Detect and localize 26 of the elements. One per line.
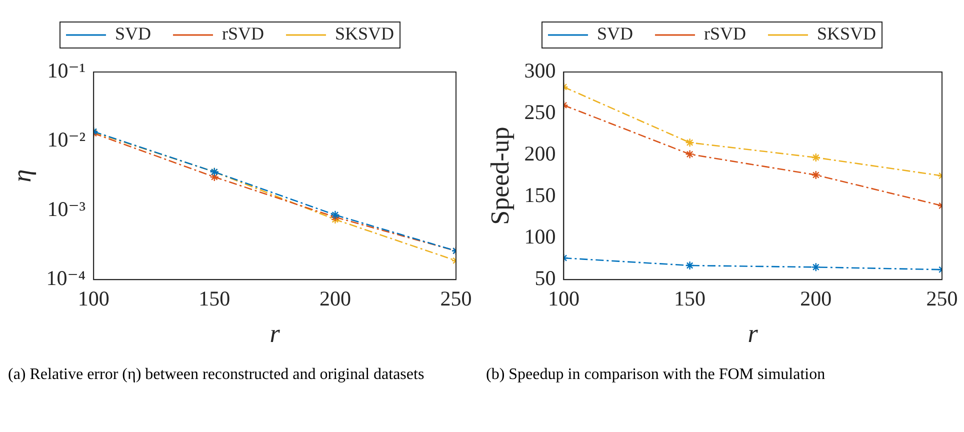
x-tick-label: 250 [440,286,472,311]
x-axis-title: r [270,319,281,348]
y-axis-title: η [7,169,36,182]
x-tick-label: 200 [800,286,832,311]
x-axis-title: r [748,319,759,348]
text: (b) Speedup in comparison with the FOM simulation [485,365,826,385]
x-tick-label: 150 [674,286,706,311]
legend-label: SVD [114,24,151,44]
x-tick-label: 150 [198,286,230,311]
y-tick-label: 250 [524,100,556,124]
legend-label: rSVD [704,24,746,44]
legend-label: SKSVD [334,24,394,44]
y-axis-title: Speed-up [485,126,514,225]
y-tick-label: 150 [524,183,556,208]
y-tick-label: 10⁻² [47,128,86,152]
y-tick-label: 100 [524,224,556,249]
legend-label: SVD [596,24,633,44]
y-tick-label: 10⁻³ [47,196,86,221]
text: (a) Relative error (η) between reconstructed and original datasets [7,365,426,385]
legend-label: rSVD [222,24,264,44]
y-tick-label: 200 [524,142,556,166]
x-tick-label: 200 [319,286,351,311]
y-tick-label: 300 [524,58,556,83]
legend-label: SKSVD [816,24,876,44]
y-tick-label: 10⁻¹ [47,58,86,83]
x-tick-label: 250 [926,286,958,311]
